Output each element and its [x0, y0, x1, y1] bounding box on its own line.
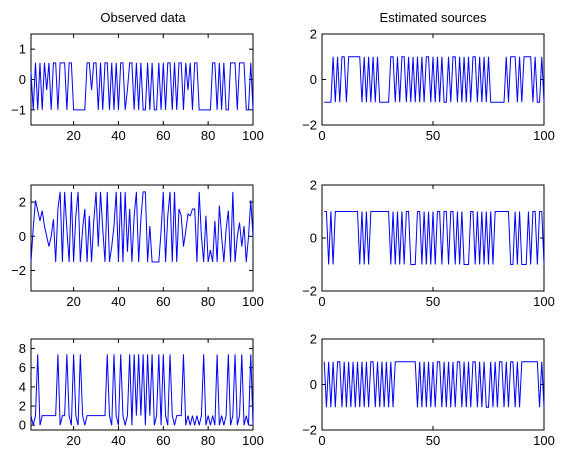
y-tick-label: 2: [310, 27, 317, 42]
series-line: [30, 191, 254, 263]
x-tick-label: 60: [156, 433, 170, 448]
x-tick-label: 50: [426, 294, 440, 309]
x-tick-label: 100: [242, 128, 264, 143]
y-tick-label: 2: [310, 178, 317, 193]
subplot-2: 0 50 100−202: [302, 27, 555, 144]
y-tick-label: 0: [19, 72, 26, 87]
y-tick-label: 2: [19, 195, 26, 210]
series-line: [30, 354, 254, 426]
series-line: [323, 361, 545, 408]
series-line: [324, 211, 545, 265]
y-tick-label: −2: [302, 118, 317, 133]
x-tick-label: 50: [426, 433, 440, 448]
y-tick-label: 0: [19, 229, 26, 244]
x-tick-label: 100: [533, 433, 555, 448]
subplot-1: 20 40 60 80 100 −1 0 1: [11, 33, 264, 143]
y-tick-label: 8: [19, 341, 26, 356]
y-tick-label: 6: [19, 360, 26, 375]
y-tick-label: 2: [310, 332, 317, 347]
y-tick-label: 0: [310, 72, 317, 87]
x-tick-label: 20: [66, 433, 80, 448]
x-tick-label: 40: [111, 128, 125, 143]
y-tick-label: 0: [19, 418, 26, 433]
x-tick-label: 100: [533, 294, 555, 309]
y-tick-label: 1: [19, 42, 26, 57]
y-tick-label: 4: [19, 379, 26, 394]
x-tick-label: 40: [111, 294, 125, 309]
y-tick-label: 2: [19, 399, 26, 414]
y-tick-label: −1: [11, 102, 26, 117]
series-line: [324, 56, 545, 103]
x-tick-label: 40: [111, 433, 125, 448]
axes-frame: [321, 184, 545, 292]
x-tick-label: 60: [156, 294, 170, 309]
subplot-5: 20 40 60 80 100 0 2 4 6 8: [19, 338, 264, 448]
y-tick-label: 0: [310, 377, 317, 392]
axes-frame: [321, 338, 545, 431]
x-tick-label: 20: [66, 294, 80, 309]
x-tick-label: 20: [66, 128, 80, 143]
x-tick-label: 80: [201, 128, 215, 143]
x-tick-label: 80: [201, 433, 215, 448]
left-column-title: Observed data: [100, 10, 186, 25]
right-column-title: Estimated sources: [380, 10, 487, 25]
y-tick-label: −2: [302, 284, 317, 299]
x-tick-label: 50: [426, 128, 440, 143]
y-tick-label: −2: [11, 263, 26, 278]
subplot-4: 0 50 100−202: [302, 178, 555, 310]
x-tick-label: 80: [201, 294, 215, 309]
x-tick-label: 0: [318, 294, 325, 309]
x-tick-label: 0: [318, 433, 325, 448]
x-tick-label: 100: [242, 433, 264, 448]
subplot-3: 20 40 60 80 100 −2 0 2: [11, 184, 264, 309]
x-tick-label: 0: [318, 128, 325, 143]
series-line: [30, 62, 254, 111]
x-tick-label: 100: [242, 294, 264, 309]
y-tick-label: 0: [310, 231, 317, 246]
subplot-6: 0 50 100−202: [302, 332, 555, 449]
x-tick-label: 100: [533, 128, 555, 143]
x-tick-label: 60: [156, 128, 170, 143]
axes-frame: [321, 33, 545, 126]
y-tick-label: −2: [302, 423, 317, 438]
